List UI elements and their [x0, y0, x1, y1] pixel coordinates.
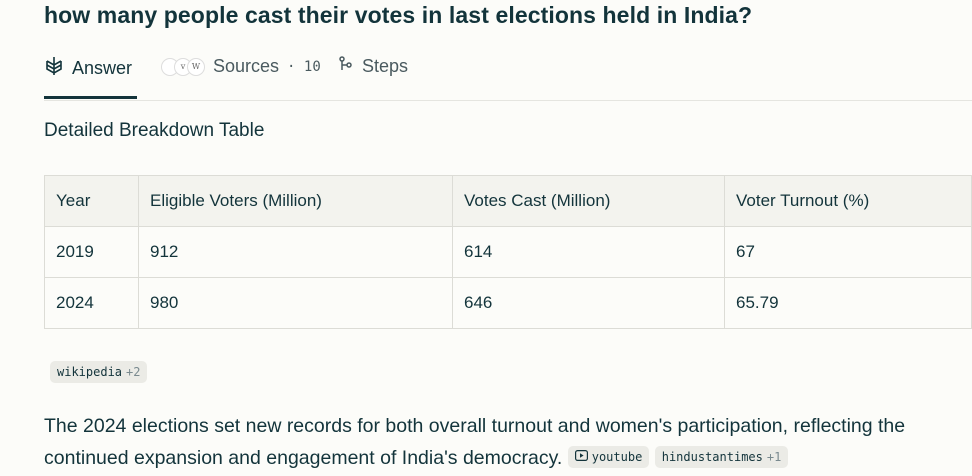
steps-icon: [338, 56, 354, 77]
table-cell: 614: [452, 226, 725, 278]
sources-count: · 10: [287, 58, 321, 75]
answer-paragraph: The 2024 elections set new records for b…: [44, 410, 964, 474]
citation-chip-hindustantimes[interactable]: hindustantimes +1: [654, 446, 789, 468]
table-cell: 646: [452, 277, 725, 329]
breakdown-table: Year Eligible Voters (Million) Votes Cas…: [44, 175, 972, 329]
table-cell: 67: [724, 226, 972, 278]
section-title: Detailed Breakdown Table: [44, 120, 265, 141]
table-cell: 912: [138, 226, 453, 278]
tab-answer[interactable]: Answer: [44, 56, 132, 81]
citation-extra-count: +2: [126, 365, 141, 379]
answer-logo-icon: [44, 56, 64, 81]
source-favicons: v W: [161, 57, 205, 76]
citation-extra-count: +1: [766, 450, 782, 464]
table-cell: 2024: [44, 277, 139, 329]
column-header: Voter Turnout (%): [724, 175, 972, 227]
table-row: 2019 912 614 67: [44, 226, 972, 278]
table-cell: 980: [138, 277, 453, 329]
citation-chip-youtube[interactable]: youtube: [567, 446, 650, 468]
active-tab-underline: [44, 96, 137, 99]
citation-label: youtube: [591, 450, 643, 464]
table-row: 2024 980 646 65.79: [44, 277, 972, 329]
citation-label: wikipedia: [57, 365, 123, 379]
tab-steps[interactable]: Steps: [338, 56, 408, 77]
column-header: Eligible Voters (Million): [138, 175, 453, 227]
column-header: Votes Cast (Million): [452, 175, 725, 227]
answer-tabs: Answer v W Sources · 10 Steps: [44, 50, 972, 101]
tab-sources[interactable]: v W Sources · 10: [161, 56, 321, 77]
citation-chip-wikipedia[interactable]: wikipedia +2: [50, 361, 148, 383]
column-header: Year: [44, 175, 139, 227]
tab-answer-label: Answer: [72, 58, 133, 78]
table-cell: 2019: [44, 226, 139, 278]
tab-sources-label: Sources: [213, 56, 280, 76]
table-cell: 65.79: [724, 277, 972, 329]
play-icon: [574, 446, 588, 468]
citation-label: hindustantimes: [661, 450, 763, 464]
paragraph-text: The 2024 elections set new records for b…: [44, 415, 906, 469]
wikipedia-favicon-icon: W: [187, 57, 205, 76]
tab-steps-label: Steps: [362, 56, 409, 76]
table-header-row: Year Eligible Voters (Million) Votes Cas…: [44, 175, 972, 227]
question-title: how many people cast their votes in last…: [44, 2, 753, 28]
